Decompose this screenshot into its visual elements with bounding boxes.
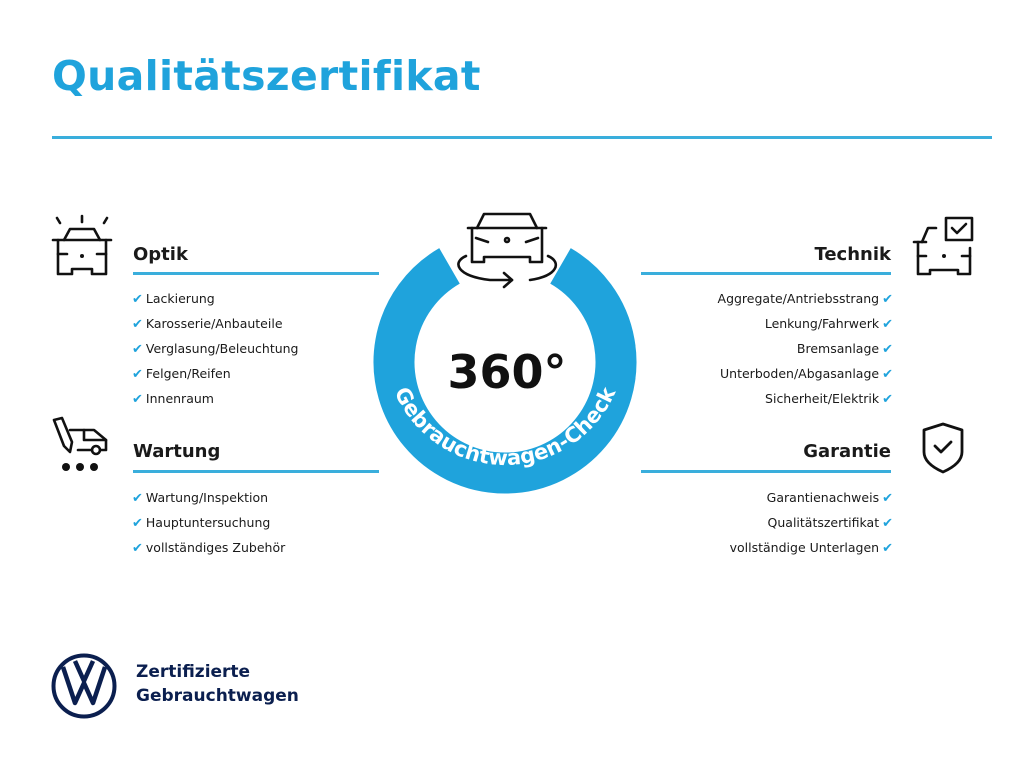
list-item: Aggregate/Antriebsstrang ✔ — [718, 287, 893, 312]
car-lights-icon — [51, 214, 113, 276]
check-icon: ✔ — [882, 392, 893, 407]
logo-line-2: Gebrauchtwagen — [136, 686, 299, 706]
technik-heading: Technik — [814, 244, 891, 265]
logo-text: Zertifizierte Gebrauchtwagen — [136, 660, 299, 708]
check-icon: ✔ — [882, 342, 893, 357]
technik-divider — [641, 272, 891, 275]
item-label: vollständige Unterlagen — [729, 540, 880, 555]
optik-list: ✔ Lackierung ✔ Karosserie/Anbauteile ✔ Verg… — [132, 287, 299, 412]
ring-arc — [373, 248, 637, 494]
car-rotate-icon — [457, 212, 558, 289]
check-icon: ✔ — [132, 367, 143, 382]
vw-logo-icon — [51, 653, 117, 719]
check-icon: ✔ — [132, 392, 143, 407]
list-item: ✔ Lackierung — [132, 287, 299, 312]
item-label: Garantienachweis — [766, 490, 880, 505]
car-checkbox-icon — [912, 216, 974, 276]
garantie-heading: Garantie — [803, 441, 891, 462]
item-label: Qualitätszertifikat — [767, 515, 880, 530]
item-label: Karosserie/Anbauteile — [145, 316, 283, 331]
list-item: Sicherheit/Elektrik ✔ — [718, 387, 893, 412]
list-item: ✔ Felgen/Reifen — [132, 362, 299, 387]
item-label: vollständiges Zubehör — [145, 540, 286, 555]
optik-heading: Optik — [133, 244, 188, 265]
check-icon: ✔ — [132, 317, 143, 332]
item-label: Innenraum — [145, 391, 214, 406]
wartung-divider — [133, 470, 379, 473]
list-item: Garantienachweis ✔ — [730, 486, 893, 511]
list-item: ✔ vollständiges Zubehör — [132, 536, 285, 561]
item-label: Aggregate/Antriebsstrang — [717, 291, 880, 306]
page-title: Qualitätszertifikat — [52, 52, 481, 100]
item-label: Sicherheit/Elektrik — [765, 391, 880, 406]
item-label: Verglasung/Beleuchtung — [145, 341, 299, 356]
item-label: Bremsanlage — [796, 341, 880, 356]
item-label: Felgen/Reifen — [145, 366, 231, 381]
degrees-text: 360° — [447, 345, 566, 399]
check-icon: ✔ — [882, 317, 893, 332]
check-icon: ✔ — [132, 516, 143, 531]
item-label: Hauptuntersuchung — [145, 515, 271, 530]
check-icon: ✔ — [132, 541, 143, 556]
check-icon: ✔ — [132, 292, 143, 307]
shield-check-icon — [922, 422, 964, 474]
wartung-heading: Wartung — [133, 441, 221, 462]
list-item: vollständige Unterlagen ✔ — [730, 536, 893, 561]
check-icon: ✔ — [882, 541, 893, 556]
list-item: ✔ Hauptuntersuchung — [132, 511, 285, 536]
garantie-divider — [641, 470, 891, 473]
check-icon: ✔ — [132, 491, 143, 506]
check-icon: ✔ — [882, 292, 893, 307]
optik-divider — [133, 272, 379, 275]
list-item: Lenkung/Fahrwerk ✔ — [718, 312, 893, 337]
list-item: Qualitätszertifikat ✔ — [730, 511, 893, 536]
list-item: ✔ Verglasung/Beleuchtung — [132, 337, 299, 362]
list-item: ✔ Wartung/Inspektion — [132, 486, 285, 511]
garantie-list: Garantienachweis ✔ Qualitätszertifikat ✔ v… — [730, 486, 893, 561]
check-icon: ✔ — [132, 342, 143, 357]
technik-list: Aggregate/Antriebsstrang ✔ Lenkung/Fahrwe… — [718, 287, 893, 412]
list-item: ✔ Innenraum — [132, 387, 299, 412]
list-item: ✔ Karosserie/Anbauteile — [132, 312, 299, 337]
check-icon: ✔ — [882, 367, 893, 382]
check-icon: ✔ — [882, 491, 893, 506]
check-icon: ✔ — [882, 516, 893, 531]
wartung-list: ✔ Wartung/Inspektion ✔ Hauptuntersuchung ✔… — [132, 486, 285, 561]
item-label: Lenkung/Fahrwerk — [764, 316, 880, 331]
item-label: Lackierung — [145, 291, 215, 306]
list-item: Unterboden/Abgasanlage ✔ — [718, 362, 893, 387]
title-divider — [52, 136, 992, 139]
item-label: Unterboden/Abgasanlage — [720, 366, 880, 381]
item-label: Wartung/Inspektion — [145, 490, 269, 505]
van-tools-icon — [52, 416, 108, 471]
list-item: Bremsanlage ✔ — [718, 337, 893, 362]
logo-line-1: Zertifizierte — [136, 662, 251, 682]
